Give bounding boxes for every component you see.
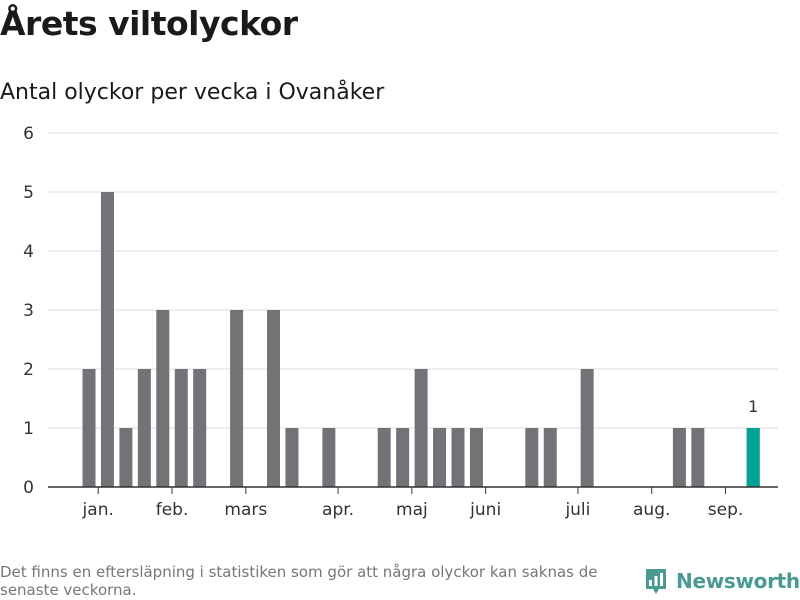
bar <box>414 369 428 487</box>
y-tick-label: 3 <box>23 301 34 321</box>
bar <box>396 428 410 487</box>
x-tick-label: sep. <box>708 500 744 520</box>
footnote: Det finns en eftersläpning i statistiken… <box>0 563 598 599</box>
brand-name: Newsworthy <box>676 569 800 593</box>
bar <box>230 310 244 487</box>
bar <box>156 310 170 487</box>
y-tick-label: 5 <box>23 183 34 203</box>
x-tick-label: juni <box>469 500 501 520</box>
bar <box>193 369 207 487</box>
bar <box>433 428 447 487</box>
bar <box>525 428 539 487</box>
bar-highlight <box>746 428 760 487</box>
bar <box>137 369 151 487</box>
bar <box>691 428 705 487</box>
bar <box>451 428 465 487</box>
data-label: 1 <box>748 397 758 416</box>
bar <box>672 428 686 487</box>
bar-chart: 0 1 2 3 4 5 6 1 jan. feb. mars apr. maj juni juli aug… <box>23 124 778 520</box>
bar <box>100 192 114 487</box>
x-tick-label: maj <box>396 500 428 520</box>
x-tick-label: feb. <box>156 500 189 520</box>
x-tick-label: aug. <box>633 500 670 520</box>
bar <box>543 428 557 487</box>
x-tick-label: juli <box>564 500 590 520</box>
bars: 1 <box>82 192 760 487</box>
bar <box>580 369 594 487</box>
y-tick-label: 0 <box>23 478 34 498</box>
bar <box>119 428 133 487</box>
x-axis-ticks: jan. feb. mars apr. maj juni juli aug. sep. <box>82 487 744 520</box>
y-tick-label: 6 <box>23 124 34 144</box>
x-tick-label: mars <box>224 500 267 520</box>
bar <box>82 369 96 487</box>
chart-title: Årets viltolyckor <box>0 4 298 43</box>
x-tick-label: apr. <box>322 500 354 520</box>
bar <box>322 428 336 487</box>
bar <box>469 428 483 487</box>
y-tick-label: 1 <box>23 419 34 439</box>
bar <box>285 428 299 487</box>
newsworthy-logo-icon <box>646 569 666 594</box>
gridlines <box>48 132 778 429</box>
y-tick-label: 4 <box>23 242 34 262</box>
bar <box>267 310 280 487</box>
brand-logo[interactable]: Newsworthy <box>644 567 800 595</box>
bar <box>377 428 391 487</box>
bar <box>174 369 188 487</box>
x-tick-label: jan. <box>82 500 114 520</box>
y-axis-ticks: 0 1 2 3 4 5 6 <box>23 124 34 498</box>
chart-subtitle: Antal olyckor per vecka i Ovanåker <box>0 80 385 105</box>
y-tick-label: 2 <box>23 360 34 380</box>
